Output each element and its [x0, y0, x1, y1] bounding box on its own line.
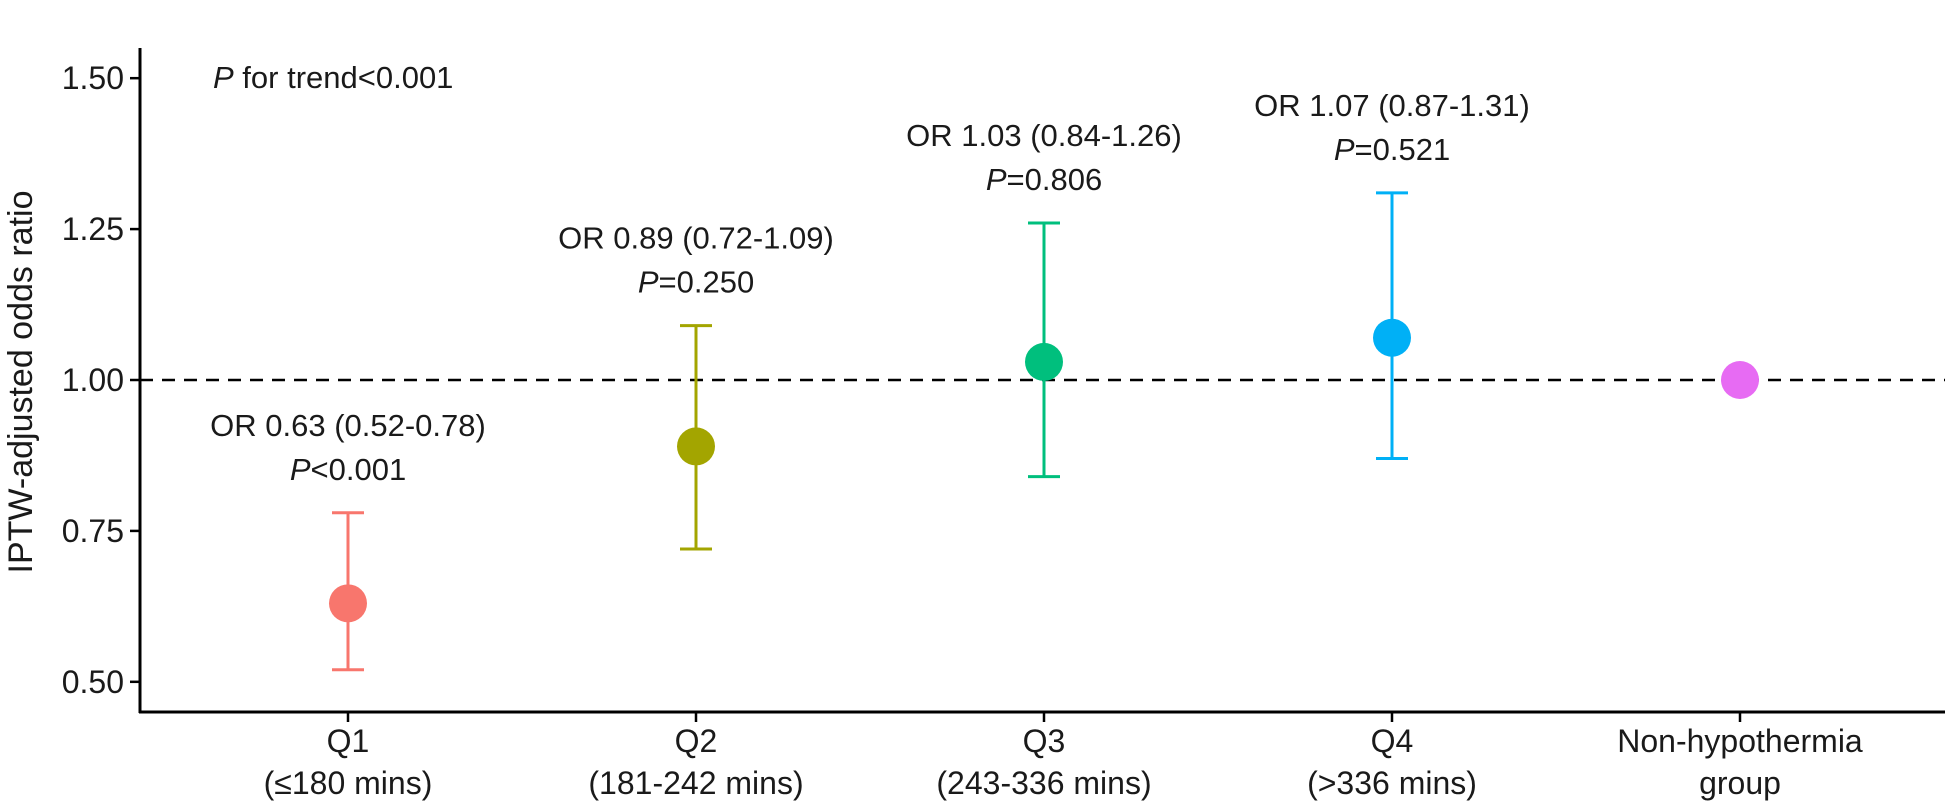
x-tick-label-line1: Q1 — [327, 723, 370, 759]
p-symbol: P — [986, 162, 1007, 197]
y-tick-label: 0.50 — [62, 664, 124, 700]
trend-p-annotation: P for trend<0.001 — [213, 60, 453, 95]
p-value-label: P=0.806 — [986, 162, 1102, 197]
or-label: OR 0.89 (0.72-1.09) — [558, 221, 834, 256]
y-axis-title: IPTW-adjusted odds ratio — [2, 191, 40, 574]
p-value-text: <0.001 — [311, 452, 407, 487]
y-tick-label: 1.00 — [62, 362, 124, 398]
p-symbol: P — [638, 265, 659, 300]
p-value-label: P=0.521 — [1334, 132, 1450, 167]
y-tick-label: 0.75 — [62, 513, 124, 549]
x-tick-label-line2: group — [1699, 765, 1781, 801]
p-value-text: =0.250 — [659, 265, 755, 300]
p-value-text: =0.521 — [1355, 132, 1451, 167]
x-tick-label-line2: (181-242 mins) — [588, 765, 803, 801]
x-tick-label-line2: (≤180 mins) — [264, 765, 433, 801]
point-marker — [1373, 318, 1411, 357]
p-value-label: P<0.001 — [290, 452, 406, 487]
or-label: OR 1.03 (0.84-1.26) — [906, 118, 1182, 153]
point-marker — [329, 584, 367, 623]
or-label: OR 0.63 (0.52-0.78) — [210, 408, 486, 443]
p-value-text: =0.806 — [1007, 162, 1103, 197]
x-tick-label-line1: Q3 — [1023, 723, 1066, 759]
x-tick-label-line2: (243-336 mins) — [936, 765, 1151, 801]
point-marker — [677, 427, 715, 466]
y-tick-label: 1.25 — [62, 211, 124, 247]
x-tick-label-line2: (>336 mins) — [1307, 765, 1477, 801]
p-value-label: P=0.250 — [638, 265, 754, 300]
p-symbol: P — [1334, 132, 1355, 167]
point-marker — [1721, 361, 1759, 399]
trend-p-symbol: P — [213, 60, 234, 95]
p-symbol: P — [290, 452, 311, 487]
point-marker — [1025, 342, 1063, 381]
x-tick-label-line1: Q4 — [1371, 723, 1414, 759]
or-label: OR 1.07 (0.87-1.31) — [1254, 88, 1530, 123]
x-tick-label-line1: Non-hypothermia — [1617, 723, 1863, 759]
trend-p-text: for trend<0.001 — [234, 60, 454, 95]
y-tick-label: 1.50 — [62, 60, 124, 96]
x-tick-label-line1: Q2 — [675, 723, 718, 759]
